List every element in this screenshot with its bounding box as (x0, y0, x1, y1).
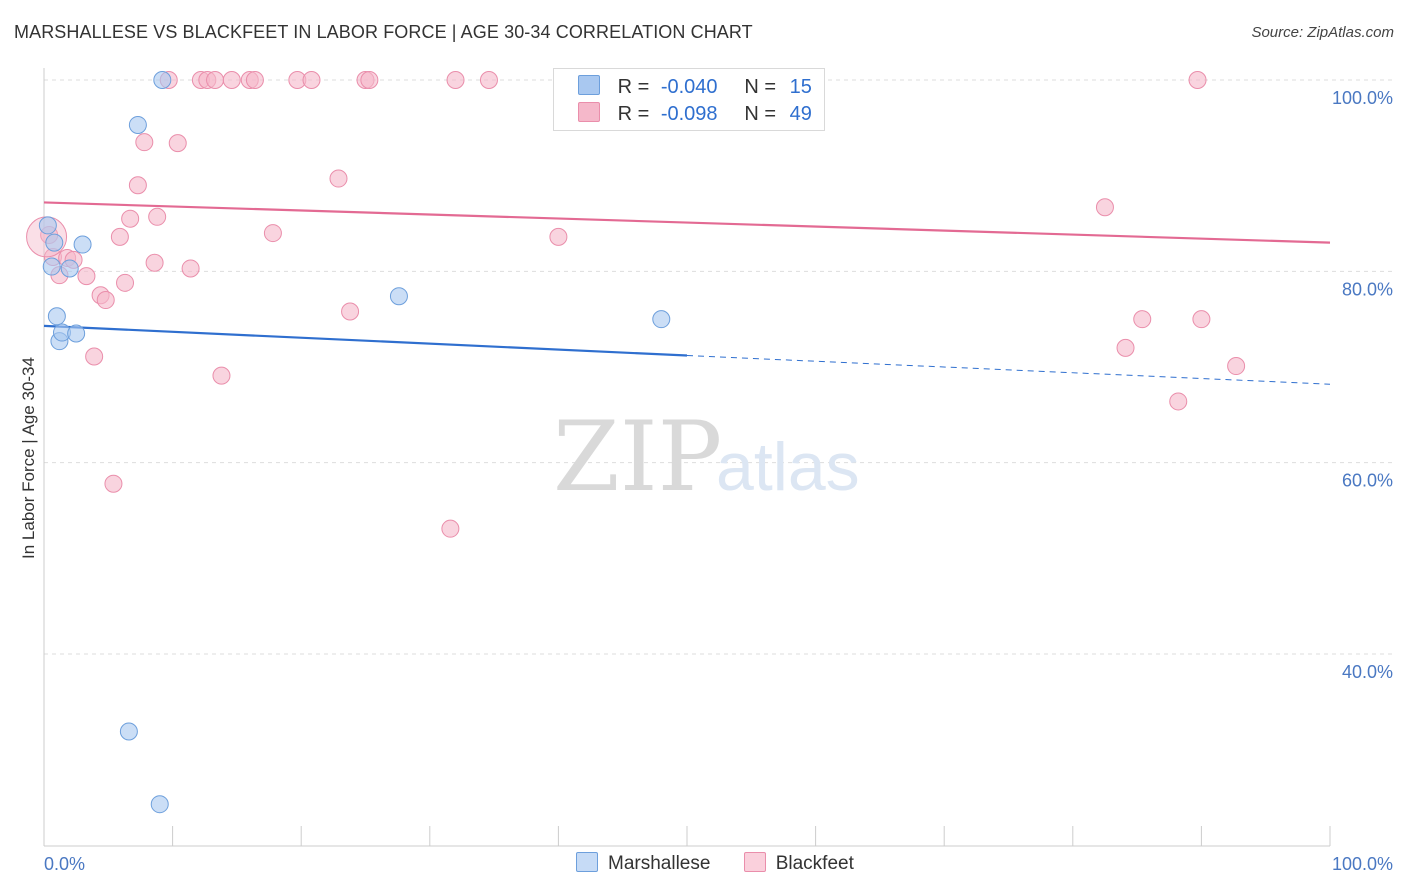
legend-item-marshallese[interactable]: Marshallese (576, 852, 710, 875)
blackfeet-point (128, 176, 147, 195)
n-label: N = (744, 76, 777, 98)
blackfeet-point (1188, 71, 1207, 89)
marshallese-point (119, 722, 138, 741)
blackfeet-point (145, 253, 164, 272)
r-label: R = (617, 103, 650, 125)
blackfeet-point (110, 227, 129, 246)
blackfeet-point (549, 227, 568, 246)
blackfeet-point (148, 207, 167, 226)
marshallese-swatch (578, 75, 600, 95)
blackfeet-point (1192, 310, 1211, 329)
blackfeet-point (77, 267, 96, 286)
blackfeet-point (360, 71, 379, 89)
tick-labels: 40.0% 60.0% 80.0% 100.0% 0.0% 100.0% (44, 88, 1393, 874)
blackfeet-swatch (743, 852, 766, 872)
y-tick-label: 40.0% (1342, 662, 1393, 682)
trendlines (43, 201, 1331, 385)
y-tick-label: 60.0% (1342, 471, 1393, 491)
blackfeet-point (96, 291, 115, 310)
marshallese-point (60, 259, 79, 278)
blackfeet-point (212, 366, 231, 385)
x-tick-label: 0.0% (44, 854, 85, 874)
marshallese-trendline (43, 324, 688, 357)
axes (43, 68, 1331, 847)
marshallese-point (128, 115, 147, 134)
stats-legend: R = -0.040 N = 15 R = -0.098 N = 49 (553, 68, 825, 131)
blackfeet-point (135, 133, 154, 152)
blackfeet-point (1133, 310, 1152, 329)
legend-label: Marshallese (608, 853, 711, 874)
series-legend: Marshallese Blackfeet (576, 852, 882, 875)
n-value: 15 (789, 76, 812, 98)
r-value: -0.098 (660, 103, 718, 125)
blackfeet-swatch (578, 102, 600, 122)
n-value: 49 (789, 103, 812, 125)
r-label: R = (617, 76, 650, 98)
legend-label: Blackfeet (775, 853, 854, 874)
r-value: -0.040 (660, 76, 718, 98)
marshallese-point (38, 216, 57, 235)
marshallese-point (67, 324, 86, 343)
blackfeet-point (263, 224, 282, 243)
blackfeet-point (206, 71, 225, 89)
y-tick-label: 80.0% (1342, 279, 1393, 299)
legend-item-blackfeet[interactable]: Blackfeet (743, 852, 854, 875)
watermark-atlas: atlas (716, 429, 860, 505)
blackfeet-point (181, 259, 200, 278)
blackfeet-point (1227, 357, 1246, 376)
n-label: N = (744, 103, 777, 125)
blackfeet-point (1116, 338, 1135, 357)
blackfeet-point (245, 71, 264, 89)
x-tick-label: 100.0% (1332, 854, 1393, 874)
blackfeet-point (341, 302, 360, 321)
blackfeet-point (168, 134, 187, 153)
blackfeet-point (1095, 198, 1114, 217)
blackfeet-point (1169, 392, 1188, 411)
marshallese-swatch (576, 852, 598, 872)
blackfeet-point (85, 347, 104, 366)
legend-row-blackfeet: R = -0.098 N = 49 (578, 102, 812, 126)
blackfeet-point (121, 209, 140, 228)
blackfeet-point (222, 71, 241, 89)
marshallese-point (45, 233, 64, 252)
source-label: Source: ZipAtlas.com (1251, 24, 1394, 41)
watermark-zip: ZIP (553, 401, 722, 513)
blackfeet-point (104, 474, 123, 493)
blackfeet-point (446, 71, 465, 89)
marshallese-point (389, 287, 408, 306)
legend-row-marshallese: R = -0.040 N = 15 (578, 75, 812, 99)
blackfeet-trendline (43, 201, 1331, 244)
marshallese-point (652, 310, 671, 329)
blackfeet-point (302, 71, 321, 89)
marshallese-point (153, 71, 172, 89)
blackfeet-point (329, 169, 348, 188)
blackfeet-point (441, 519, 460, 538)
marshallese-point (47, 307, 66, 326)
marshallese-point (150, 795, 169, 814)
gridlines (44, 79, 1392, 655)
y-tick-label: 100.0% (1332, 88, 1393, 108)
y-axis-title: In Labor Force | Age 30-34 (19, 357, 38, 559)
watermark: ZIP atlas (553, 401, 860, 513)
blackfeet-point (116, 273, 135, 292)
chart-title: MARSHALLESE VS BLACKFEET IN LABOR FORCE … (14, 22, 753, 42)
blackfeet-point (479, 71, 498, 89)
marshallese-trendline-extension (686, 355, 1331, 385)
marshallese-point (73, 235, 92, 254)
marshallese-point (42, 257, 61, 276)
